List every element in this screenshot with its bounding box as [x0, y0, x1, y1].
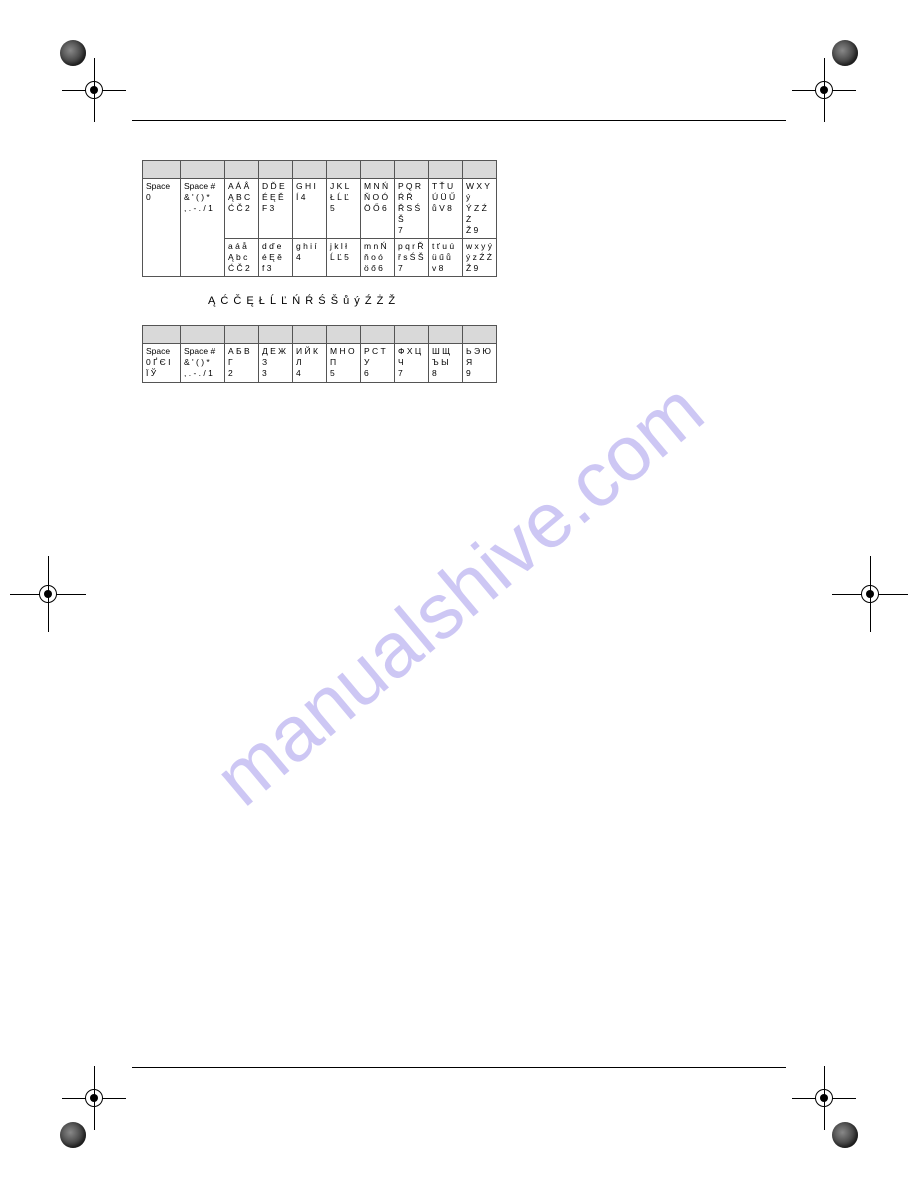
cell: w x y ý ý z Ź Ż Ž 9	[463, 239, 497, 277]
table-header-row	[143, 161, 497, 179]
cell: W X Y ý Ý Z Ź Ż Ž 9	[463, 179, 497, 239]
cell: Space 0 Ґ Є І Ї Ў	[143, 344, 181, 382]
cell: Ф Х Ц Ч 7	[395, 344, 429, 382]
cell: И Й К Л 4	[293, 344, 327, 382]
cell: Д Е Ж З 3	[259, 344, 293, 382]
watermark-text: manualshive.com	[197, 364, 720, 824]
cell: G H I Í 4	[293, 179, 327, 239]
header-cell	[429, 326, 463, 344]
header-cell	[395, 161, 429, 179]
header-cell	[181, 161, 225, 179]
cell: Space # & ' ( ) * , . - . / 1	[181, 179, 225, 277]
header-cell	[327, 161, 361, 179]
special-characters-line: Ą Ć Č Ę Ł Ĺ Ľ Ń Ŕ Ś Š ů ý Ź Ż Ž	[208, 295, 542, 307]
header-cell	[361, 326, 395, 344]
cell: J K L Ł Ĺ Ľ 5	[327, 179, 361, 239]
page-bottom-rule	[132, 1067, 786, 1068]
table-row: Space 0 Ґ Є І Ї Ў Space # & ' ( ) * , . …	[143, 344, 497, 382]
header-cell	[259, 326, 293, 344]
cell: T Ť U Ú Ü Ű ů V 8	[429, 179, 463, 239]
cell: m n Ń ň o ó ö ő 6	[361, 239, 395, 277]
cell: a á å Ą b c Ć Č 2	[225, 239, 259, 277]
header-cell	[181, 326, 225, 344]
cell: j k l ł Ĺ Ľ 5	[327, 239, 361, 277]
page-content: Space 0 Space # & ' ( ) * , . - . / 1 A …	[142, 160, 542, 401]
header-cell	[293, 326, 327, 344]
cell: Ш Щ Ъ Ы 8	[429, 344, 463, 382]
header-cell	[429, 161, 463, 179]
cell: p q r Ř ř s Ś Š 7	[395, 239, 429, 277]
header-cell	[463, 326, 497, 344]
keyboard-table-cyrillic: Space 0 Ґ Є І Ї Ў Space # & ' ( ) * , . …	[142, 325, 497, 382]
header-cell	[395, 326, 429, 344]
cell: D Ď E É Ę Ě F 3	[259, 179, 293, 239]
cell: Р С Т У 6	[361, 344, 395, 382]
cell: g h i í 4	[293, 239, 327, 277]
cell: Ь Э Ю Я 9	[463, 344, 497, 382]
cell: A Á Å Ą B C Ć Č 2	[225, 179, 259, 239]
header-cell	[143, 161, 181, 179]
cell: t ť u ú ü ű ů v 8	[429, 239, 463, 277]
cell: Space 0	[143, 179, 181, 277]
cell: d ď e é Ę ě f 3	[259, 239, 293, 277]
cell: М Н О П 5	[327, 344, 361, 382]
header-cell	[259, 161, 293, 179]
header-cell	[463, 161, 497, 179]
table-header-row	[143, 326, 497, 344]
header-cell	[143, 326, 181, 344]
header-cell	[361, 161, 395, 179]
cell: P Q R Ŕ Ř Ř S Ś Š 7	[395, 179, 429, 239]
cell: M N Ń Ň O Ó Ö Ő 6	[361, 179, 395, 239]
table-row: Space 0 Space # & ' ( ) * , . - . / 1 A …	[143, 179, 497, 239]
header-cell	[225, 326, 259, 344]
keyboard-table-latin: Space 0 Space # & ' ( ) * , . - . / 1 A …	[142, 160, 497, 277]
header-cell	[225, 161, 259, 179]
page-top-rule	[132, 120, 786, 121]
header-cell	[327, 326, 361, 344]
header-cell	[293, 161, 327, 179]
cell: Space # & ' ( ) * , . - . / 1	[181, 344, 225, 382]
cell: А Б В Г 2	[225, 344, 259, 382]
